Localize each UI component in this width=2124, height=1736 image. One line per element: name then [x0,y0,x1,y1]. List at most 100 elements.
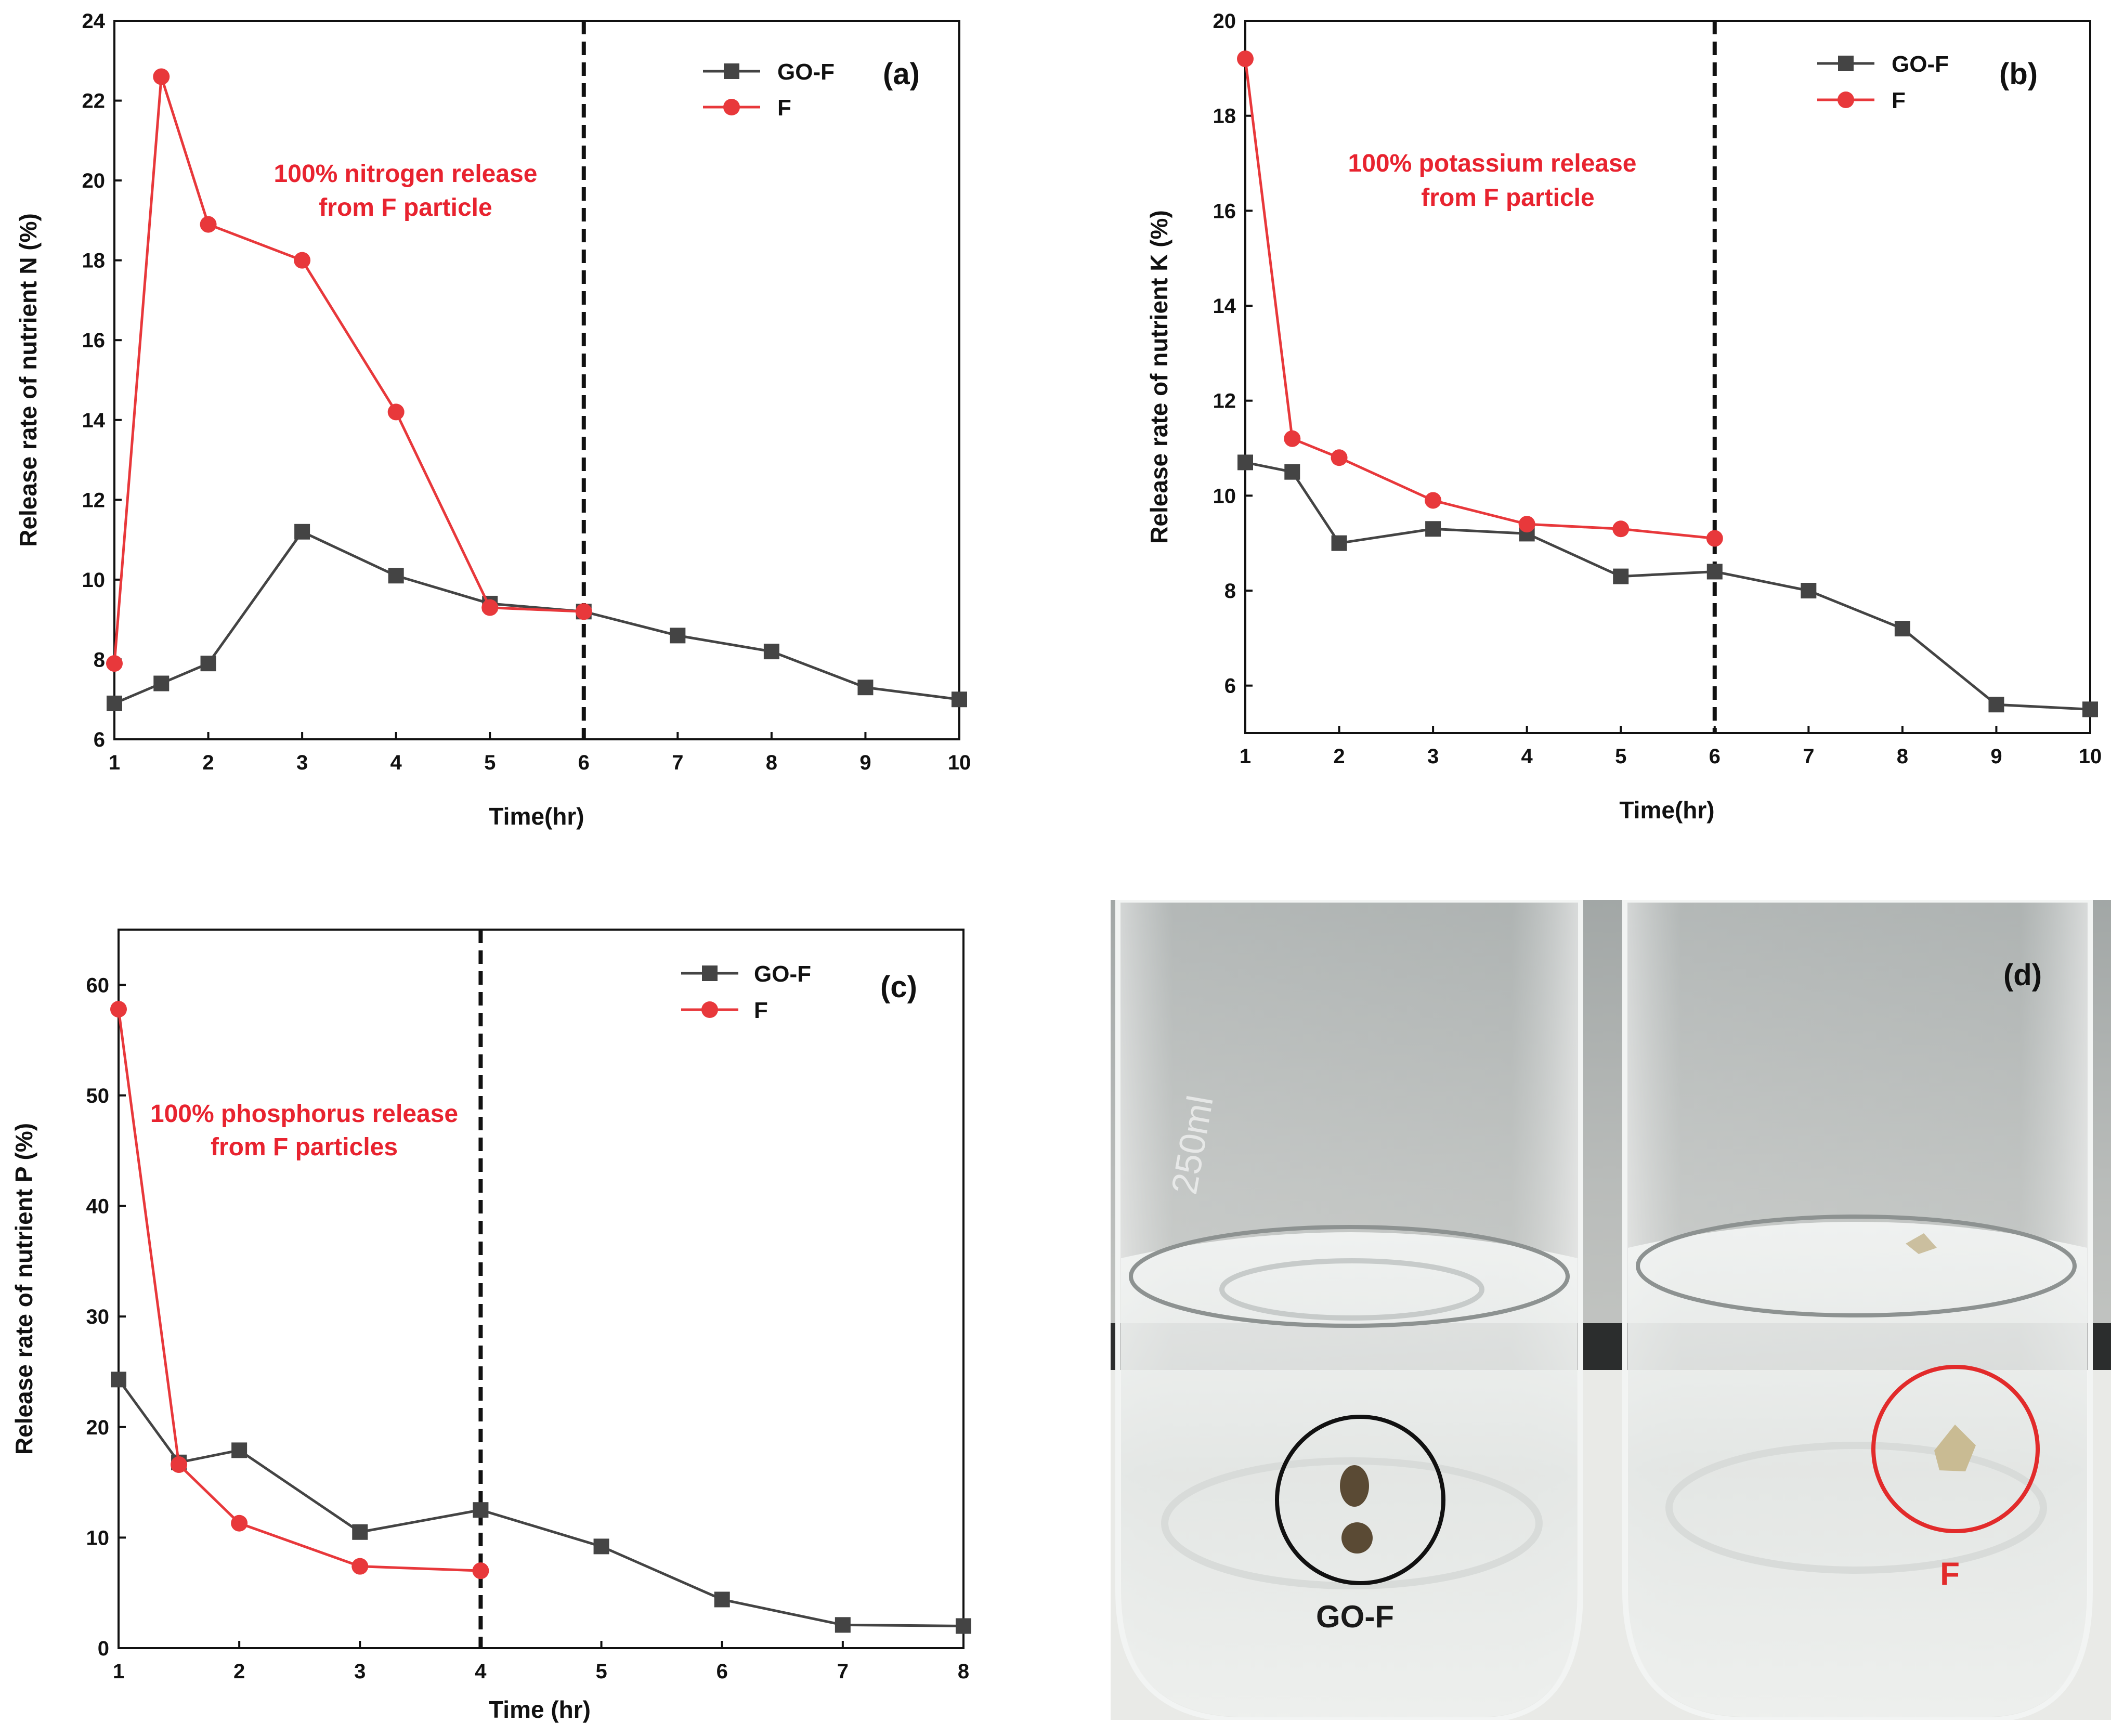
legend-b-f-marker [1838,92,1854,108]
y-axis-title-c: Release rate of nutrient P (%) [10,1123,37,1455]
data-point-b-gof-7 [1801,583,1817,598]
data-point-c-f-3 [351,1558,369,1575]
data-point-c-f-1 [171,1456,188,1473]
panel-label-b: (b) [1999,57,2038,91]
plot-series-c: 1 2 3 4 5 6 7 8 0 10 20 30 40 50 60 [86,930,971,1683]
legend-c-gof-label: GO-F [754,961,811,987]
x-tick-label-a-7: 7 [672,751,683,774]
panel-d-photo: GO-F 250ml F (d) [1111,900,2111,1720]
y-tick-label-b-16: 16 [1213,200,1236,223]
data-point-a-f-1 [153,68,170,85]
f-highlight-circle [1871,1365,2040,1533]
f-floating-residue [1906,1233,1937,1254]
data-point-a-gof-8 [763,644,779,660]
x-tick-label-b-1: 1 [1240,745,1251,768]
right-beaker-base-ring [1665,1442,2047,1574]
x-tick-label-b-7: 7 [1803,745,1814,768]
y-tick-label-c-60: 60 [86,974,110,997]
x-tick-label-b-4: 4 [1521,745,1533,768]
data-point-b-gof-1 [1284,464,1300,480]
right-beaker: F [1622,900,2093,1720]
y-tick-label-b-20: 20 [1213,10,1236,33]
panel-label-a: (a) [883,57,920,91]
legend-a-gof-label: GO-F [777,59,835,85]
data-point-c-gof-4 [473,1502,489,1518]
annotation-c-line2: from F particles [211,1133,398,1161]
left-beaker-inner-ring [1219,1258,1484,1321]
x-axis-title-c: Time (hr) [489,1696,591,1723]
plot-frame-c [118,929,965,1649]
y-tick-label-a-10: 10 [82,569,106,592]
data-point-b-gof-6 [1706,564,1723,580]
series-line-b-f [1244,58,1715,540]
data-point-a-f-5 [481,599,499,616]
x-tick-label-a-3: 3 [296,751,308,774]
data-point-a-gof-7 [670,628,686,644]
data-point-b-gof-5 [1613,568,1629,584]
x-axis-title-b: Time(hr) [1619,797,1714,824]
data-point-c-gof-2 [231,1442,247,1458]
legend-a-f-label: F [777,95,791,121]
legend-b-gof-label: GO-F [1892,51,1949,77]
data-point-a-gof-4 [388,568,404,584]
data-point-b-f-3 [1425,492,1442,509]
y-tick-label-b-8: 8 [1224,580,1236,603]
y-axis-title-b: Release rate of nutrient K (%) [1145,210,1172,544]
x-tick-label-b-5: 5 [1615,745,1626,768]
data-point-a-f-3 [294,252,311,269]
x-tick-label-c-1: 1 [113,1660,124,1683]
data-point-a-f-4 [387,403,405,421]
data-point-c-gof-8 [956,1618,971,1634]
y-tick-label-a-18: 18 [82,250,106,272]
x-tick-label-c-5: 5 [595,1660,607,1683]
y-tick-label-a-8: 8 [94,648,105,671]
data-point-a-gof-9 [857,680,874,696]
x-tick-label-a-5: 5 [484,751,496,774]
legend-c-gof-marker [702,965,718,981]
y-tick-label-c-20: 20 [86,1416,110,1439]
f-particle [1934,1425,1976,1471]
legend-c-f-marker [701,1001,718,1018]
data-point-b-gof-9 [1988,697,2004,713]
x-tick-label-c-7: 7 [837,1660,849,1683]
x-tick-label-a-6: 6 [578,751,590,774]
x-tick-label-c-3: 3 [354,1660,366,1683]
y-tick-label-c-30: 30 [86,1306,110,1328]
legend-c: GO-F F [681,961,811,1023]
y-tick-label-b-12: 12 [1213,390,1236,413]
data-point-a-gof-10 [952,691,967,708]
x-tick-label-b-8: 8 [1897,745,1908,768]
x-tick-label-b-10: 10 [2079,745,2102,768]
y-tick-label-a-22: 22 [82,90,106,113]
data-point-a-gof-3 [294,524,310,540]
legend-c-f-label: F [754,998,768,1023]
y-axis-title-a: Release rate of nutrient N (%) [15,213,42,547]
x-axis-title-a: Time(hr) [489,803,584,830]
y-tick-label-c-40: 40 [86,1195,110,1218]
left-beaker-base-ring [1161,1457,1543,1589]
data-point-b-f-2 [1331,449,1348,466]
panel-label-c: (c) [880,970,917,1004]
left-beaker-meniscus [1129,1225,1570,1328]
y-tick-label-b-18: 18 [1213,105,1236,128]
y-tick-label-a-24: 24 [82,10,106,33]
data-point-c-f-0 [110,1001,127,1018]
x-tick-label-b-2: 2 [1333,745,1345,768]
x-tick-label-c-4: 4 [475,1660,487,1683]
annotation-a-line2: from F particle [319,194,492,221]
y-tick-label-b-14: 14 [1213,295,1236,318]
x-tick-label-a-9: 9 [859,751,871,774]
data-point-a-gof-1 [153,675,170,691]
photo-label-gof: GO-F [1316,1599,1394,1634]
x-tick-label-a-8: 8 [766,751,777,774]
data-point-c-f-4 [472,1562,489,1580]
y-tick-label-a-20: 20 [82,169,106,192]
left-beaker: GO-F 250ml [1115,900,1583,1720]
data-point-c-gof-0 [111,1372,126,1388]
data-point-b-f-6 [1706,530,1723,547]
y-tick-label-c-0: 0 [98,1637,109,1660]
data-point-a-f-6 [575,603,592,620]
data-point-c-gof-6 [714,1591,730,1608]
